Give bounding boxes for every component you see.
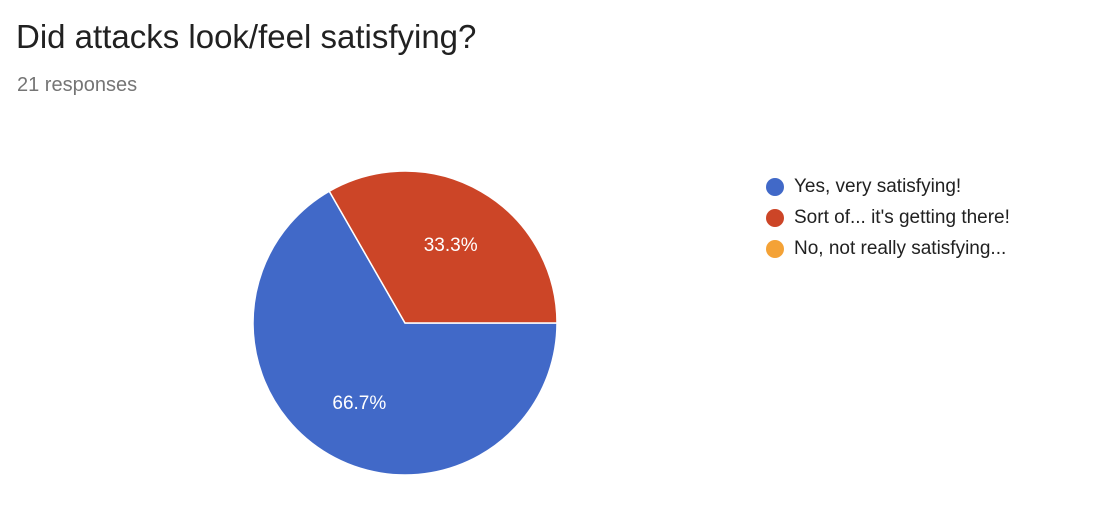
pie-slice-1[interactable]	[328, 170, 558, 324]
chart-legend: Yes, very satisfying! Sort of... it's get…	[766, 171, 1010, 264]
page-title: Did attacks look/feel satisfying?	[16, 18, 477, 55]
pie-slice-label-0: 66.7%	[332, 393, 386, 414]
legend-swatch-0	[766, 177, 784, 196]
legend-label-2: No, not really satisfying...	[794, 237, 1007, 259]
legend-item-2[interactable]: No, not really satisfying...	[766, 233, 1010, 264]
legend-label-0: Yes, very satisfying!	[794, 175, 962, 197]
legend-swatch-2	[766, 239, 784, 258]
legend-item-1[interactable]: Sort of... it's getting there!	[766, 202, 1010, 233]
response-count: 21 responses	[17, 74, 138, 96]
legend-item-0[interactable]: Yes, very satisfying!	[766, 171, 1010, 202]
legend-swatch-1	[766, 208, 784, 227]
legend-label-1: Sort of... it's getting there!	[794, 206, 1010, 228]
pie-slice-label-1: 33.3%	[424, 235, 478, 256]
pie-slice-0[interactable]	[252, 190, 558, 476]
